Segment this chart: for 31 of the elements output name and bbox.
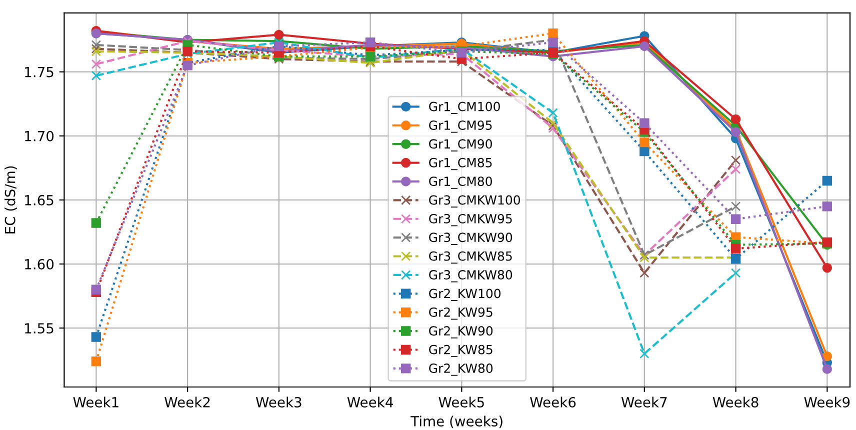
legend-label: Gr1_CM85 — [429, 158, 492, 170]
x-tick-label: Week6 — [530, 396, 576, 408]
x-axis-title: Time (weeks) — [410, 416, 502, 428]
x-tick-label: Week9 — [804, 396, 850, 408]
x-tick-label: Week7 — [621, 396, 667, 408]
legend-label: Gr2_KW90 — [429, 326, 493, 338]
y-tick-label: 1.55 — [25, 323, 54, 334]
legend-label: Gr3_CMKW85 — [429, 251, 512, 264]
legend-label: Gr2_KW100 — [429, 288, 501, 301]
legend-label: Gr1_CM100 — [429, 102, 500, 114]
y-tick-label: 1.60 — [25, 258, 54, 270]
legend-label: Gr2_KW95 — [429, 307, 492, 320]
y-tick-label: 1.70 — [25, 130, 54, 142]
x-tick-label: Week5 — [438, 396, 484, 408]
x-tick-label: Week4 — [347, 396, 393, 408]
legend-label: Gr1_CM90 — [429, 139, 492, 152]
y-tick-label: 1.75 — [25, 66, 54, 78]
legend-label: Gr1_CM95 — [429, 120, 492, 133]
x-tick-label: Week1 — [73, 396, 118, 408]
x-tick-label: Week3 — [256, 396, 302, 408]
x-tick-label: Week8 — [712, 396, 758, 408]
y-tick-label: 1.65 — [25, 194, 54, 206]
legend-label: Gr3_CMKW90 — [429, 232, 512, 245]
legend-label: Gr1_CM80 — [429, 176, 492, 189]
y-axis-title: EC (dS/m) — [4, 166, 17, 234]
legend-label: Gr3_CMKW100 — [429, 195, 520, 208]
legend-label: Gr2_KW85 — [429, 344, 492, 358]
x-tick-label: Week2 — [164, 396, 210, 408]
legend-label: Gr2_KW80 — [429, 364, 493, 376]
legend-label: Gr3_CMKW80 — [429, 270, 512, 282]
legend-label: Gr3_CMKW95 — [429, 214, 512, 226]
